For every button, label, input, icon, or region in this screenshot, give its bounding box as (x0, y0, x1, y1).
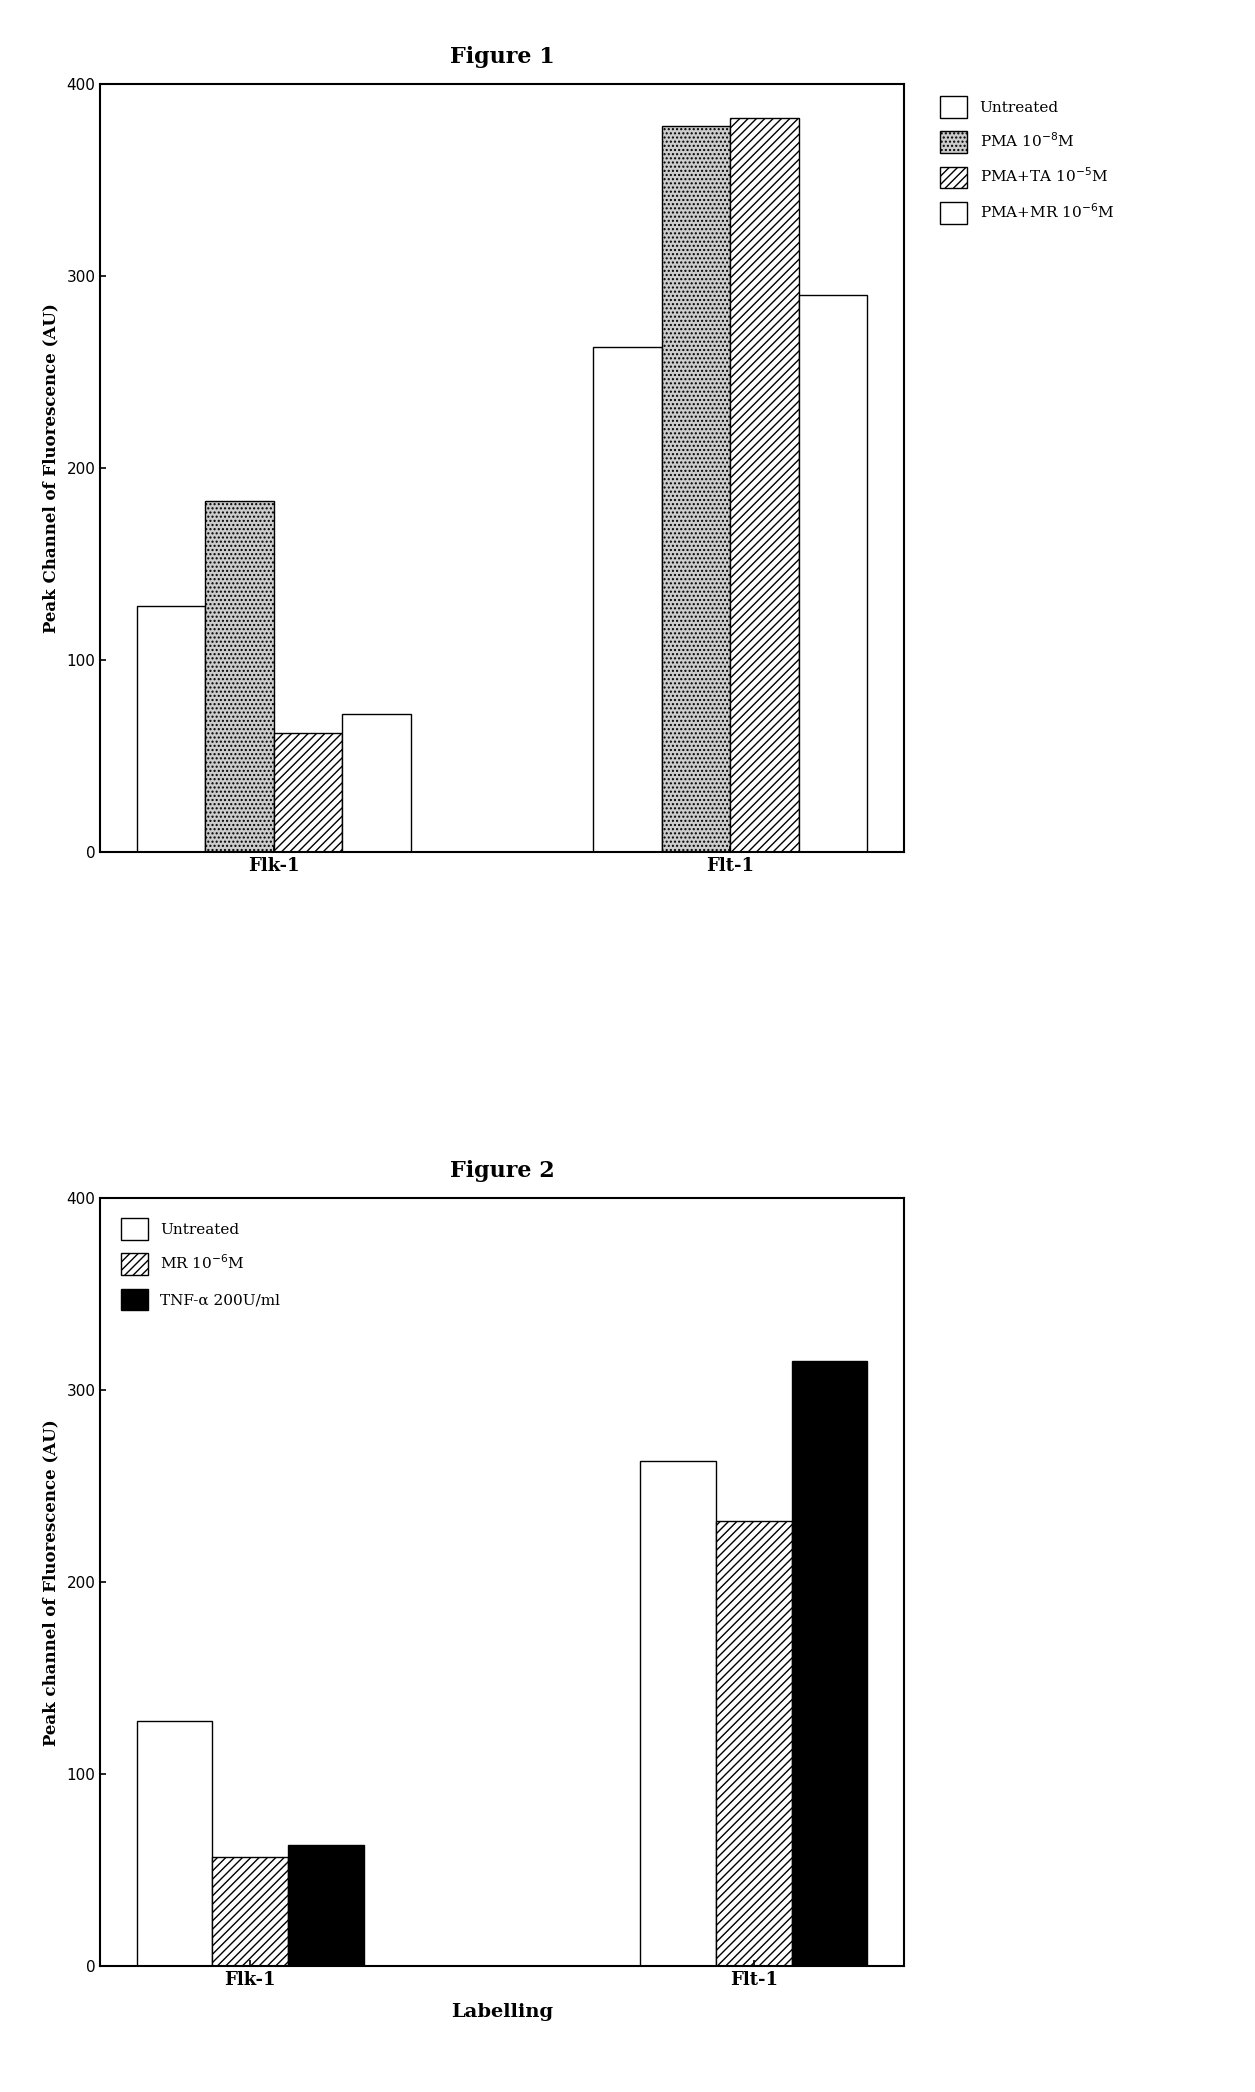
Bar (137, 607, 206, 851)
Bar (212, 1858, 287, 1966)
Bar (798, 295, 867, 851)
Bar (343, 713, 410, 851)
Bar (206, 500, 274, 851)
Bar (717, 1521, 792, 1966)
Bar (640, 1460, 717, 1966)
Bar (137, 1720, 212, 1966)
Legend: Untreated, PMA 10$^{-8}$M, PMA+TA 10$^{-5}$M, PMA+MR 10$^{-6}$M: Untreated, PMA 10$^{-8}$M, PMA+TA 10$^{-… (935, 92, 1118, 228)
Bar (792, 1362, 867, 1966)
X-axis label: Labelling: Labelling (451, 2004, 553, 2021)
Bar (594, 347, 661, 851)
Title: Figure 1: Figure 1 (449, 46, 555, 67)
Y-axis label: Peak Channel of Fluorescence (AU): Peak Channel of Fluorescence (AU) (43, 303, 59, 634)
Bar (661, 126, 730, 851)
Title: Figure 2: Figure 2 (449, 1161, 555, 1182)
Y-axis label: Peak channel of Fluorescence (AU): Peak channel of Fluorescence (AU) (43, 1418, 59, 1745)
Bar (730, 119, 798, 851)
Legend: Untreated, MR 10$^{-6}$M, TNF-α 200U/ml: Untreated, MR 10$^{-6}$M, TNF-α 200U/ml (115, 1213, 285, 1316)
Bar (287, 1845, 364, 1966)
Bar (274, 732, 343, 851)
